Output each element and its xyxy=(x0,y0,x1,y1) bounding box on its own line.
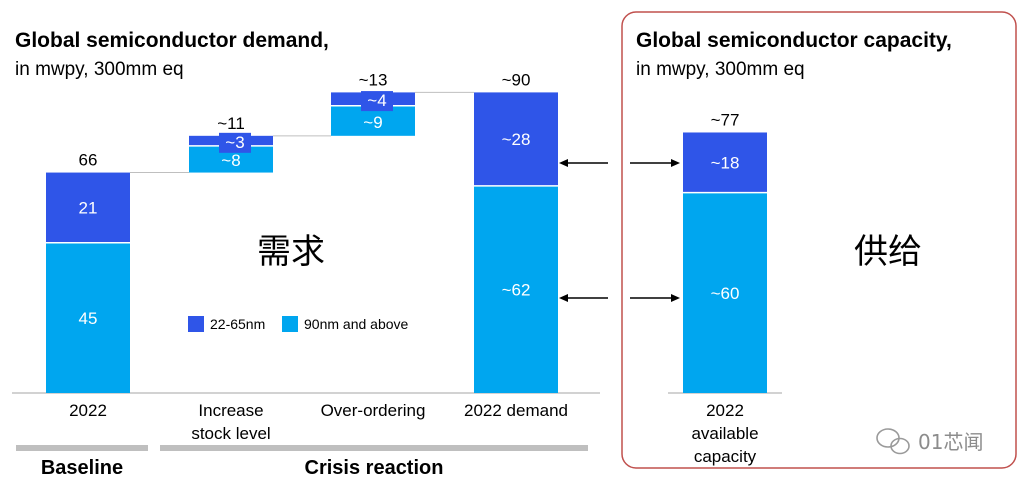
value-label-over-ordering-90nm-and-above: ~9 xyxy=(363,113,382,132)
total-label-increase-stock-level: ~11 xyxy=(217,114,245,133)
legend-label-22-65nm: 22-65nm xyxy=(210,316,265,332)
total-label-2022-demand: ~90 xyxy=(502,70,531,89)
value-label-2022-available-capacity-90nm-and-above: ~60 xyxy=(711,284,740,303)
capacity-subtitle: in mwpy, 300mm eq xyxy=(636,59,805,80)
capacity-panel-border xyxy=(621,11,1017,469)
category-label-increase-stock-level-line-2: stock level xyxy=(191,424,270,443)
watermark-text: 01芯闻 xyxy=(918,430,983,454)
value-label-box-over-ordering-22-65nm xyxy=(361,91,393,112)
arrow-right-top-head xyxy=(671,159,680,167)
legend-swatch-90nm-and-above xyxy=(282,316,298,332)
category-label-2022-available-capacity-line-3: capacity xyxy=(694,447,757,466)
group-bar-baseline xyxy=(16,445,148,451)
value-label-2022-demand-90nm-and-above: ~62 xyxy=(502,280,531,299)
bars xyxy=(46,92,767,393)
total-label-2022-available-capacity: ~77 xyxy=(711,110,740,129)
bar-segment-2022-22-65nm xyxy=(46,172,130,243)
legend: 22-65nm 90nm and above xyxy=(188,316,409,332)
bar-segment-2022-available-capacity-22-65nm xyxy=(683,132,767,193)
arrow-left-top-head xyxy=(559,159,568,167)
arrow-right-bottom-head xyxy=(671,294,680,302)
bar-segment-2022-demand-22-65nm xyxy=(474,92,558,186)
value-label-box-increase-stock-level-22-65nm xyxy=(219,132,251,153)
legend-label-90nm-and-above: 90nm and above xyxy=(304,316,409,332)
value-label-over-ordering-22-65nm: ~4 xyxy=(367,91,386,110)
category-label-2022-available-capacity-line-2: available xyxy=(691,424,758,443)
wechat-icon xyxy=(876,428,910,455)
value-label-2022-demand-22-65nm: ~28 xyxy=(502,130,531,149)
group-bar-crisis-reaction xyxy=(160,445,588,451)
bar-segment-2022-demand-90nm-and-above xyxy=(474,185,558,393)
group-label-crisis-reaction: Crisis reaction xyxy=(305,457,444,479)
bar-segment-2022-90nm-and-above xyxy=(46,242,130,393)
legend-swatch-22-65nm xyxy=(188,316,204,332)
demand-annotation: 需求 xyxy=(257,232,325,272)
bar-segment-2022-available-capacity-90nm-and-above xyxy=(683,192,767,393)
value-label-increase-stock-level-22-65nm: ~3 xyxy=(225,133,244,152)
value-label-2022-90nm-and-above: 45 xyxy=(79,309,98,328)
arrow-left-bottom-head xyxy=(559,294,568,302)
group-label-baseline: Baseline xyxy=(41,457,123,479)
category-label-over-ordering: Over-ordering xyxy=(321,401,426,420)
value-label-increase-stock-level-90nm-and-above: ~8 xyxy=(221,151,240,170)
category-label-2022-demand: 2022 demand xyxy=(464,401,568,420)
value-label-2022-available-capacity-22-65nm: ~18 xyxy=(711,154,740,173)
value-label-2022-22-65nm: 21 xyxy=(79,199,98,218)
category-label-2022-available-capacity-line-1: 2022 xyxy=(706,401,744,420)
category-label-increase-stock-level-line-1: Increase xyxy=(198,401,263,420)
total-label-over-ordering: ~13 xyxy=(359,70,388,89)
demand-subtitle: in mwpy, 300mm eq xyxy=(15,59,184,80)
supply-annotation: 供给 xyxy=(854,232,922,272)
watermark: 01芯闻 xyxy=(876,428,983,455)
connector-lines xyxy=(130,91,474,174)
total-label-2022: 66 xyxy=(79,151,98,170)
demand-title: Global semiconductor demand, xyxy=(15,29,329,52)
category-label-2022: 2022 xyxy=(69,401,107,420)
comparison-arrows xyxy=(559,159,680,302)
category-labels: 2022 Increase stock level Over-ordering 2022… xyxy=(69,401,758,466)
bar-labels: 45 21 66 ~8~3~11 ~9 ~4 ~13 ~62 ~28 ~90 ~60 ~18 ~77 xyxy=(79,70,740,327)
capacity-title: Global semiconductor capacity, xyxy=(636,29,952,52)
